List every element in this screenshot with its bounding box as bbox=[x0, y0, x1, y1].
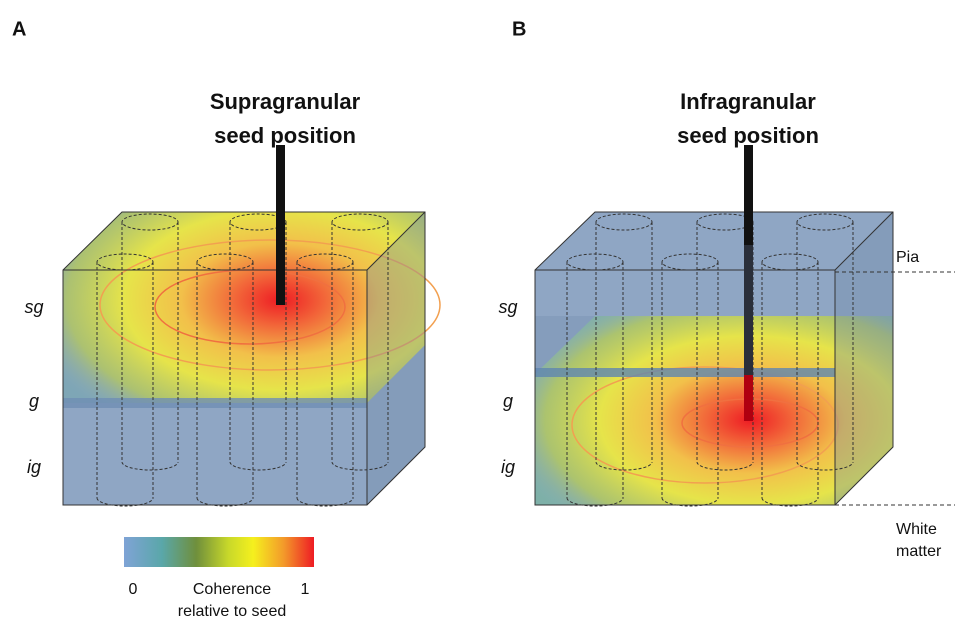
panel-b: B Infragranular seed position sg g ig Pi… bbox=[498, 18, 955, 560]
box-edge bbox=[366, 211, 426, 271]
colorbar-label: relative to seed bbox=[178, 603, 287, 620]
granular-band bbox=[63, 398, 367, 408]
column-outline bbox=[595, 461, 653, 471]
layer-label: sg bbox=[498, 297, 517, 317]
panel-title: Supragranular bbox=[210, 89, 361, 114]
pia-label: Pia bbox=[896, 249, 919, 266]
panel-title: seed position bbox=[677, 123, 819, 148]
granular-band bbox=[535, 368, 835, 377]
probe bbox=[276, 145, 285, 305]
layer-label: sg bbox=[24, 297, 43, 317]
column-outline bbox=[796, 461, 854, 471]
box-side bbox=[835, 212, 893, 505]
columns bbox=[96, 213, 389, 507]
box-edge bbox=[834, 211, 894, 271]
panel-title: seed position bbox=[214, 123, 356, 148]
layer-label: g bbox=[29, 391, 39, 411]
white-matter-label: White bbox=[896, 521, 937, 538]
column-outline bbox=[761, 497, 819, 507]
probe-tip bbox=[744, 375, 753, 421]
probe bbox=[744, 145, 753, 245]
contour bbox=[571, 366, 839, 484]
contour bbox=[99, 239, 441, 371]
panel-title: Infragranular bbox=[680, 89, 816, 114]
box-outline bbox=[534, 211, 894, 506]
colorbar-max: 1 bbox=[301, 581, 310, 598]
column-outline bbox=[696, 461, 754, 471]
panel-a: A Supragranular seed position sg g ig bbox=[12, 18, 441, 507]
column-outline bbox=[229, 461, 287, 471]
layer-label: g bbox=[503, 391, 513, 411]
column-outline bbox=[331, 461, 389, 471]
box-side bbox=[367, 212, 425, 505]
box-outline bbox=[62, 211, 426, 506]
colorbar: 0 1 Coherence relative to seed bbox=[124, 537, 314, 620]
colorbar-gradient bbox=[124, 537, 314, 567]
column-outline bbox=[96, 497, 154, 507]
panel-letter: A bbox=[12, 18, 26, 40]
colorbar-label: Coherence bbox=[193, 581, 271, 598]
white-matter-label: matter bbox=[896, 543, 942, 560]
layer-label: ig bbox=[501, 457, 515, 477]
panel-letter: B bbox=[512, 18, 526, 40]
column-outline bbox=[196, 497, 254, 507]
column-outline bbox=[296, 497, 354, 507]
colorbar-min: 0 bbox=[129, 581, 138, 598]
probe bbox=[744, 245, 753, 375]
layer-label: ig bbox=[27, 457, 41, 477]
column-outline bbox=[661, 497, 719, 507]
column-outline bbox=[121, 461, 179, 471]
column-outline bbox=[566, 497, 624, 507]
